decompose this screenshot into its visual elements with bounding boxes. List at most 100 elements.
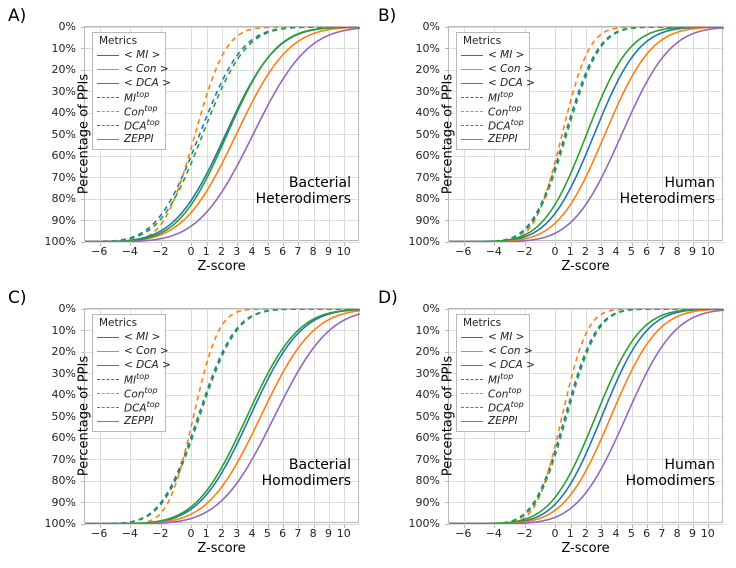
legend-item-con_mean: < Con > (461, 344, 525, 358)
xtick-label: −4 (122, 527, 138, 540)
xtick-label: 10 (337, 245, 351, 258)
legend-item-dca_mean: < DCA > (461, 76, 525, 90)
legend-swatch (97, 393, 119, 394)
xtick-label: 1 (567, 245, 574, 258)
xtick-label: −2 (516, 527, 532, 540)
legend-item-dca_mean: < DCA > (97, 76, 161, 90)
legend-label: ZEPPI (488, 415, 518, 427)
legend-item-zeppi: ZEPPI (461, 414, 525, 428)
legend-label: < Con > (124, 63, 169, 75)
xtick-label: −6 (91, 527, 107, 540)
xtick-label: 5 (628, 245, 635, 258)
xtick-label: −6 (91, 245, 107, 258)
xtick-label: 6 (643, 245, 650, 258)
legend-item-mi_top: MItop (97, 372, 161, 386)
xlabel: Z-score (561, 259, 609, 274)
legend-item-zeppi: ZEPPI (97, 414, 161, 428)
xtick-label: 8 (674, 527, 681, 540)
legend-item-zeppi: ZEPPI (97, 132, 161, 146)
legend-title: Metrics (461, 35, 525, 47)
figure-stage: { "figure": { "width": 736, "height": 56… (0, 0, 736, 568)
legend-item-con_top: Contop (97, 386, 161, 400)
legend-label: < Con > (124, 345, 169, 357)
xlabel: Z-score (561, 541, 609, 556)
xlabel: Z-score (197, 259, 245, 274)
legend-swatch (97, 421, 119, 422)
xtick-label: 10 (701, 527, 715, 540)
ylabel: Percentage of PPIs (441, 355, 456, 475)
xtick-label: 5 (628, 527, 635, 540)
xtick-label: 3 (597, 527, 604, 540)
legend-title: Metrics (97, 35, 161, 47)
legend-label: DCAtop (488, 118, 524, 133)
legend-swatch (97, 379, 119, 380)
legend-label: < DCA > (124, 359, 171, 371)
panel-letter-d: D) (378, 288, 398, 308)
legend-item-dca_mean: < DCA > (461, 358, 525, 372)
xtick-label: 0 (551, 245, 558, 258)
legend-item-con_mean: < Con > (97, 344, 161, 358)
xtick-label: 8 (674, 245, 681, 258)
xtick-label: 4 (613, 527, 620, 540)
legend-label: < MI > (488, 49, 524, 61)
legend-item-dca_top: DCAtop (97, 400, 161, 414)
xtick-label: 7 (294, 527, 301, 540)
legend-label: < MI > (124, 49, 160, 61)
xtick-label: 4 (249, 245, 256, 258)
xtick-label: 7 (294, 245, 301, 258)
xtick-label: 9 (325, 245, 332, 258)
legend-label: ZEPPI (124, 415, 154, 427)
xtick-label: 2 (218, 527, 225, 540)
legend-label: ZEPPI (124, 133, 154, 145)
legend-item-mi_mean: < MI > (97, 48, 161, 62)
legend-label: Contop (124, 386, 158, 401)
legend-item-mi_mean: < MI > (461, 48, 525, 62)
xtick-label: 2 (582, 527, 589, 540)
xtick-label: −6 (455, 245, 471, 258)
legend-swatch (461, 83, 483, 84)
xtick-label: 2 (582, 245, 589, 258)
legend-swatch (461, 393, 483, 394)
xlabel: Z-score (197, 541, 245, 556)
legend-item-con_top: Contop (97, 104, 161, 118)
legend-label: MItop (124, 372, 149, 387)
legend-label: Contop (124, 104, 158, 119)
xtick-label: 6 (279, 527, 286, 540)
legend-item-con_mean: < Con > (461, 62, 525, 76)
legend-item-dca_top: DCAtop (461, 118, 525, 132)
xtick-label: 0 (551, 527, 558, 540)
legend-item-con_top: Contop (461, 104, 525, 118)
legend-title: Metrics (461, 317, 525, 329)
legend-label: MItop (488, 90, 513, 105)
xtick-label: −2 (516, 245, 532, 258)
xtick-label: 6 (279, 245, 286, 258)
legend-swatch (97, 55, 119, 56)
legend-swatch (461, 125, 483, 126)
xtick-label: 3 (597, 245, 604, 258)
xtick-label: 10 (701, 245, 715, 258)
legend-label: < Con > (488, 63, 533, 75)
legend-item-mi_top: MItop (461, 90, 525, 104)
legend-swatch (97, 111, 119, 112)
legend-label: < Con > (488, 345, 533, 357)
xtick-label: 10 (337, 527, 351, 540)
xtick-label: −6 (455, 527, 471, 540)
panel-letter-a: A) (8, 6, 26, 26)
legend-swatch (461, 351, 483, 352)
legend-swatch (97, 69, 119, 70)
legend-label: DCAtop (488, 400, 524, 415)
xtick-label: 4 (613, 245, 620, 258)
legend-label: Contop (488, 386, 522, 401)
ylabel: Percentage of PPIs (77, 73, 92, 193)
xtick-label: 2 (218, 245, 225, 258)
xtick-label: 1 (203, 245, 210, 258)
xtick-label: 0 (187, 245, 194, 258)
legend-item-zeppi: ZEPPI (461, 132, 525, 146)
legend-item-mi_top: MItop (461, 372, 525, 386)
legend-c: Metrics< MI >< Con >< DCA >MItopContopDC… (92, 314, 166, 432)
xtick-label: 5 (264, 245, 271, 258)
legend-swatch (97, 83, 119, 84)
legend-label: Contop (488, 104, 522, 119)
xtick-label: 8 (310, 245, 317, 258)
legend-item-con_mean: < Con > (97, 62, 161, 76)
